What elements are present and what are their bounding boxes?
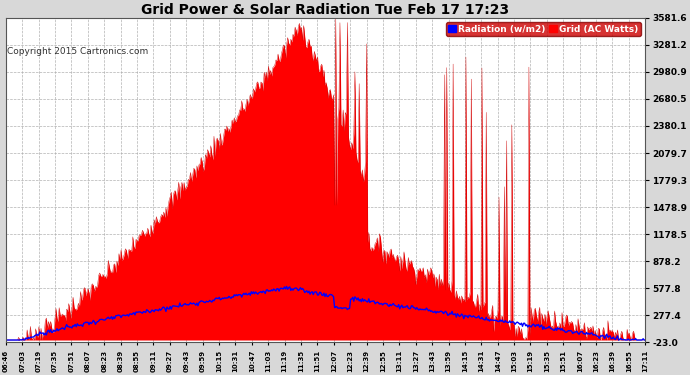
Title: Grid Power & Solar Radiation Tue Feb 17 17:23: Grid Power & Solar Radiation Tue Feb 17 …: [141, 3, 510, 17]
Text: Copyright 2015 Cartronics.com: Copyright 2015 Cartronics.com: [7, 47, 148, 56]
Legend: Radiation (w/m2), Grid (AC Watts): Radiation (w/m2), Grid (AC Watts): [446, 22, 641, 36]
